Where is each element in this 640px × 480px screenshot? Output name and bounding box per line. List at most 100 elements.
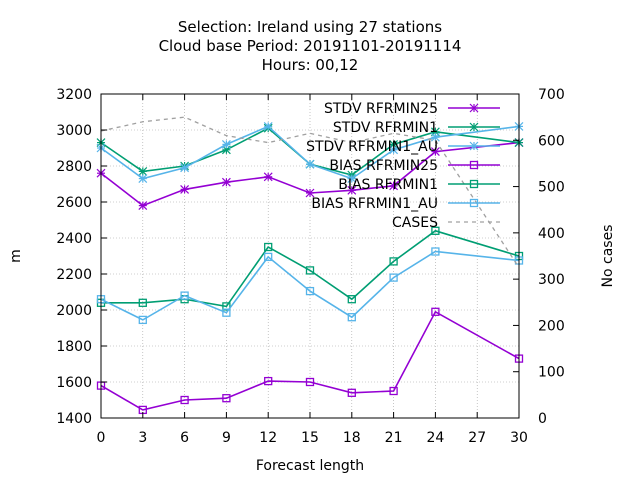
legend-marker (469, 141, 479, 151)
series-line-3 (100, 310, 520, 411)
series-point-5 (305, 286, 315, 296)
x-tick-label: 12 (259, 430, 277, 446)
y-tick-label: 2400 (56, 231, 92, 247)
series-point-2 (138, 174, 148, 184)
series-point-2 (389, 145, 399, 155)
series-point-1 (138, 166, 148, 176)
x-tick-label: 6 (180, 430, 189, 446)
series-point-5 (264, 252, 273, 262)
legend: STDV RFRMIN25 STDV RFRMIN1 STDV RFRMIN1_AU… (306, 101, 500, 231)
series-point-3 (305, 377, 315, 387)
legend-marker (469, 160, 479, 170)
series-point-4 (305, 266, 315, 275)
series-point-5 (222, 308, 231, 317)
x-axis-label: Forecast length (256, 458, 364, 474)
series-point-0 (221, 177, 231, 187)
legend-entry: BIAS RFRMIN25 (329, 158, 500, 174)
series-line-5 (100, 250, 520, 321)
y2-tick-label: 600 (538, 133, 565, 149)
legend-label: BIAS RFRMIN1_AU (311, 196, 438, 212)
series-point-3 (431, 307, 440, 316)
y-tick-label: 3200 (56, 87, 92, 103)
y-axis-label: m (8, 249, 24, 263)
series-point-0 (347, 185, 357, 195)
x-tick-label: 30 (510, 430, 528, 446)
y2-tick-label: 300 (538, 272, 565, 288)
series-point-4 (138, 298, 147, 307)
series-point-5 (431, 247, 440, 256)
legend-label: STDV RFRMIN25 (324, 101, 438, 117)
series-layer (96, 116, 524, 415)
y2-tick-label: 500 (538, 180, 565, 196)
legend-label: BIAS RFRMIN25 (329, 158, 438, 174)
legend-marker (469, 103, 479, 113)
legend-entry: BIAS RFRMIN1 (338, 177, 500, 193)
legend-label: BIAS RFRMIN1 (338, 177, 438, 193)
x-tick-label: 24 (426, 430, 444, 446)
series-point-0 (138, 201, 148, 211)
x-tick-label: 0 (97, 430, 106, 446)
legend-entry: STDV RFRMIN1 (333, 120, 500, 136)
title-line-1: Selection: Ireland using 27 stations (178, 18, 442, 36)
series-point-4 (431, 226, 440, 235)
series-point-2 (430, 132, 440, 142)
series-line-4 (101, 229, 520, 308)
series-point-2 (180, 163, 190, 173)
title-line-2: Cloud base Period: 20191101-20191114 (159, 37, 462, 55)
series-point-4 (389, 257, 398, 266)
series-point-4 (222, 302, 231, 311)
y-tick-label: 2200 (56, 267, 92, 283)
y2-tick-label: 200 (538, 318, 565, 334)
series-point-5 (180, 291, 189, 300)
series-point-4 (264, 242, 273, 252)
y-tick-label: 2600 (56, 195, 92, 211)
series-point-2 (221, 139, 231, 149)
series-point-3 (264, 376, 273, 386)
y-tick-label: 2000 (56, 303, 92, 319)
series-point-0 (180, 184, 190, 194)
series-point-2 (347, 174, 357, 184)
x-tick-label: 15 (301, 430, 319, 446)
series-point-0 (389, 181, 399, 191)
y-tick-label: 2800 (56, 159, 92, 175)
x-tick-label: 3 (138, 430, 147, 446)
series-point-5 (138, 315, 147, 325)
title-line-3: Hours: 00,12 (262, 56, 359, 74)
x-tick-label: 27 (468, 430, 486, 446)
series-point-0 (305, 188, 315, 198)
y-tick-label: 1600 (56, 375, 92, 391)
legend-marker (469, 179, 479, 189)
series-point-0 (263, 172, 273, 182)
series-point-0 (430, 147, 440, 157)
x-tick-label: 18 (343, 430, 361, 446)
legend-label: CASES (392, 215, 438, 231)
series-line-2 (100, 125, 520, 180)
legend-entry: STDV RFRMIN1_AU (306, 139, 500, 155)
y-tick-label: 1800 (56, 339, 92, 355)
x-tick-label: 9 (222, 430, 231, 446)
legend-label: STDV RFRMIN1_AU (306, 139, 438, 155)
axes: 0 3 6 9 12 15 18 21 24 27 30 1400 1600 1800 2000 2200 24… (56, 87, 564, 446)
legend-marker (469, 198, 479, 208)
series-point-3 (180, 395, 189, 405)
series-point-3 (389, 386, 398, 396)
grid (101, 94, 519, 418)
series-point-2 (305, 159, 315, 169)
series-point-3 (222, 394, 231, 403)
y2-tick-label: 700 (538, 87, 565, 103)
series-line-6 (100, 116, 520, 268)
legend-label: STDV RFRMIN1 (333, 120, 438, 136)
legend-entry: CASES (392, 215, 500, 231)
legend-entry: BIAS RFRMIN1_AU (311, 196, 500, 212)
y-tick-label: 1400 (56, 411, 92, 427)
series-point-4 (347, 295, 356, 304)
series-point-2 (263, 121, 273, 131)
chart-title: Selection: Ireland using 27 stations Clo… (159, 18, 462, 74)
legend-entry: STDV RFRMIN25 (324, 101, 500, 117)
series-point-5 (389, 273, 398, 282)
series-line-0 (100, 141, 520, 207)
x-tick-label: 21 (385, 430, 403, 446)
series-point-5 (347, 313, 356, 322)
legend-marker (469, 122, 479, 132)
